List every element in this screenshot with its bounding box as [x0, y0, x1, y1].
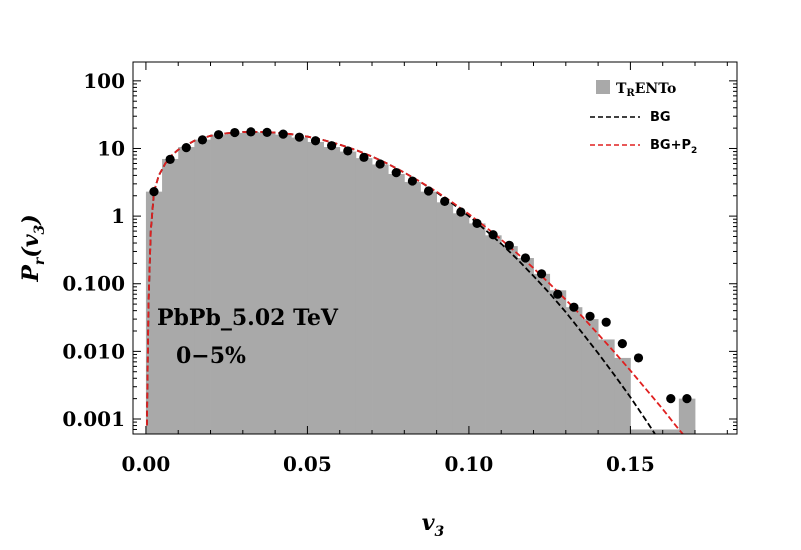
data-point — [294, 132, 304, 142]
data-point — [181, 143, 191, 153]
histogram-bar — [678, 398, 696, 434]
histogram-bar — [581, 319, 599, 434]
data-point — [423, 186, 434, 196]
data-point — [165, 154, 175, 164]
data-point — [310, 136, 321, 146]
histogram-bar — [323, 147, 341, 434]
data-point — [488, 230, 498, 240]
histogram-bar — [533, 273, 551, 434]
data-point — [682, 394, 692, 404]
histogram-bar — [565, 307, 583, 434]
data-point — [262, 127, 272, 137]
histogram-bar — [388, 173, 405, 434]
histogram-bar — [404, 181, 421, 434]
histogram-bar — [501, 246, 518, 434]
x-tick-label: 0.05 — [283, 452, 332, 476]
x-tick-label: 0.10 — [445, 452, 494, 476]
histogram-bar — [436, 202, 454, 434]
data-point — [536, 269, 547, 279]
histogram-bar — [485, 235, 502, 434]
histogram-bar — [307, 141, 324, 434]
histogram-bar — [549, 290, 567, 434]
histogram-bar — [452, 213, 470, 434]
histogram-bar — [291, 137, 308, 434]
data-point — [149, 187, 159, 197]
data-point — [246, 127, 256, 137]
y-tick-label: 0.010 — [62, 339, 125, 363]
data-point — [601, 317, 611, 327]
histogram-bar — [630, 429, 647, 434]
histogram-bar — [614, 357, 631, 434]
y-tick-label: 10 — [97, 136, 125, 160]
histogram-bar — [420, 191, 438, 434]
annotation-system: PbPb_5.02 TeV — [157, 305, 339, 331]
x-tick-label: 0.00 — [122, 452, 171, 476]
y-axis-title: Pr(v3) — [18, 214, 48, 282]
data-point — [407, 176, 417, 186]
data-point — [666, 394, 676, 404]
legend-swatch-trento — [596, 80, 610, 94]
data-point — [617, 339, 627, 349]
histogram-bar — [517, 258, 534, 434]
histogram-bar — [210, 134, 228, 434]
y-tick-label: 0.100 — [62, 272, 125, 296]
data-point — [520, 253, 531, 263]
data-point — [456, 207, 466, 217]
legend-label-trento: TRENTo — [616, 81, 676, 99]
legend-label-bg: BG — [650, 110, 671, 125]
histogram-bar — [258, 132, 276, 434]
histogram-bar — [355, 158, 373, 434]
data-point — [327, 141, 337, 151]
legend-label-bgp2: BG+P2 — [650, 138, 697, 156]
data-point — [472, 218, 482, 229]
histogram-bar — [646, 429, 664, 434]
y-tick-label: 0.001 — [62, 407, 125, 431]
histogram-bar — [468, 223, 486, 434]
data-point — [553, 289, 563, 299]
x-tick-label: 0.15 — [606, 452, 655, 476]
histogram-bar — [662, 429, 680, 434]
histogram-bar — [226, 132, 244, 434]
data-point — [585, 311, 595, 321]
data-point — [278, 129, 288, 139]
plot-frame — [132, 61, 738, 435]
data-point — [391, 167, 401, 178]
series-line-bg — [145, 130, 657, 434]
data-point — [343, 146, 353, 156]
histogram-bar — [178, 147, 195, 434]
legend: TRENTo BG BG+P2 — [590, 80, 697, 156]
histogram-bar — [339, 151, 357, 434]
data-point — [213, 130, 224, 140]
data-point — [504, 240, 514, 250]
data-point — [569, 302, 579, 312]
histogram-bar — [275, 134, 292, 434]
data-point — [359, 152, 369, 162]
histogram-bar — [372, 164, 389, 434]
annotation-centrality: 0−5% — [176, 343, 246, 369]
series-line-bgp2 — [145, 130, 685, 434]
data-point — [440, 196, 450, 206]
histogram-bar — [242, 132, 260, 434]
histogram-bar — [598, 339, 615, 434]
histogram-bar — [194, 139, 211, 434]
x-axis-title: v3 — [422, 510, 445, 540]
data-point — [633, 353, 644, 363]
y-tick-label: 1 — [111, 204, 125, 228]
data-point — [375, 159, 385, 169]
data-point — [230, 127, 240, 138]
y-tick-label: 100 — [83, 69, 125, 93]
data-point — [197, 135, 208, 145]
histogram-bar — [162, 158, 179, 434]
